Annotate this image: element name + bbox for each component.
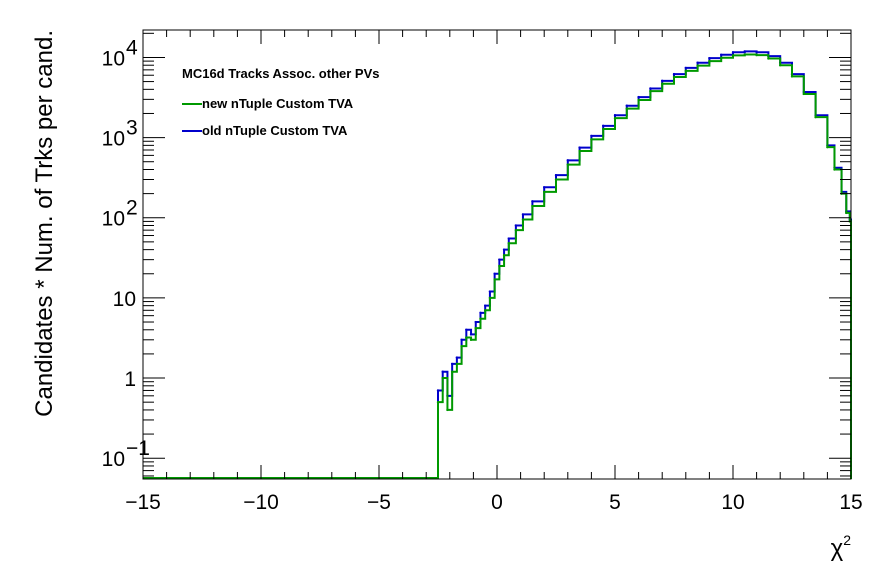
x-axis-title: χ2 xyxy=(831,532,852,562)
data-layer xyxy=(143,50,852,479)
x-tick-label: 10 xyxy=(721,491,744,514)
y-axis-title: Candidates * Num. of Trks per cand. xyxy=(31,30,58,417)
x-tick-label: 5 xyxy=(609,491,621,514)
y-tick-label-exponent: 3 xyxy=(126,117,138,140)
x-tick-label: −10 xyxy=(243,491,279,514)
y-tick-label: 10 xyxy=(102,448,125,471)
series-line xyxy=(143,53,852,479)
x-tick-label: 15 xyxy=(839,491,862,514)
y-tick-label: 10 xyxy=(102,47,125,70)
series-new xyxy=(143,53,852,479)
legend-label-new: new nTuple Custom TVA xyxy=(202,96,354,111)
legend: MC16d Tracks Assoc. other PVs new nTuple… xyxy=(182,66,380,138)
y-tick-label: 10 xyxy=(113,288,136,311)
x-tick-label: 0 xyxy=(491,491,503,514)
legend-label-old: old nTuple Custom TVA xyxy=(202,123,348,138)
y-tick-label-exponent: 4 xyxy=(126,36,138,59)
x-axis-title-sup: 2 xyxy=(843,532,851,548)
y-tick-label: 10 xyxy=(102,208,125,231)
x-axis-title-main: χ xyxy=(831,535,844,562)
x-tick-label: −15 xyxy=(125,491,161,514)
y-tick-label-exponent: 2 xyxy=(126,197,138,220)
y-tick-label-exponent: −1 xyxy=(126,437,150,460)
y-tick-label: 1 xyxy=(124,368,136,391)
legend-title: MC16d Tracks Assoc. other PVs xyxy=(182,66,380,81)
x-tick-label: −5 xyxy=(367,491,391,514)
y-tick-label: 10 xyxy=(102,128,125,151)
